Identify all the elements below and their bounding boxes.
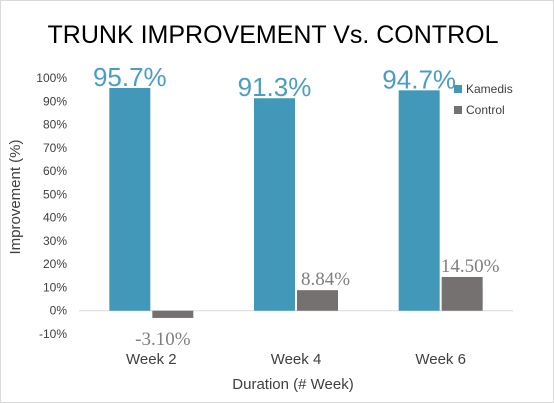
y-tick-label: 100% — [36, 71, 67, 85]
legend-label-control: Control — [466, 103, 505, 117]
x-category-label: Week 2 — [126, 351, 177, 368]
data-label-kamedis: 94.7% — [382, 64, 456, 94]
bar-control-week-6 — [441, 276, 483, 311]
y-axis-title: Improvement (%) — [7, 139, 24, 254]
legend-swatch-control — [454, 106, 462, 114]
data-label-control: -3.10% — [135, 329, 191, 350]
data-label-kamedis: 95.7% — [93, 62, 167, 92]
bar-kamedis-week-6 — [398, 90, 440, 311]
y-tick-label: 60% — [43, 164, 67, 178]
bar-control-week-4 — [297, 290, 338, 311]
bar-control-week-2 — [152, 310, 194, 318]
bar-kamedis-week-2 — [109, 88, 151, 311]
legend-swatch-kamedis — [454, 85, 462, 93]
y-tick-label: 20% — [43, 257, 67, 271]
y-tick-label: -10% — [39, 327, 67, 341]
y-tick-label: 10% — [43, 280, 67, 294]
y-tick-label: 80% — [43, 118, 67, 132]
x-axis-title: Duration (# Week) — [232, 376, 353, 393]
bars — [109, 88, 483, 318]
data-label-control: 14.50% — [441, 256, 500, 277]
y-tick-label: 0% — [50, 304, 68, 318]
y-tick-label: 90% — [43, 94, 67, 108]
legend-label-kamedis: Kamedis — [466, 82, 513, 96]
y-tick-label: 30% — [43, 234, 67, 248]
bar-kamedis-week-4 — [254, 98, 295, 311]
x-axis-categories: Week 2 Week 4 Week 6 — [126, 351, 466, 368]
chart-title: TRUNK IMPROVEMENT Vs. CONTROL — [48, 21, 499, 49]
x-category-label: Week 4 — [271, 351, 322, 368]
data-labels: 95.7% -3.10% 91.3% 8.84% 94.7% 14.50% — [93, 62, 500, 350]
legend: Kamedis Control — [454, 82, 513, 117]
y-axis-ticks: -10% 0% 10% 20% 30% 40% 50% 60% 70% 80% 90% 100% — [36, 71, 67, 341]
y-tick-label: 40% — [43, 211, 67, 225]
data-label-kamedis: 91.3% — [238, 72, 312, 102]
y-tick-label: 70% — [43, 141, 67, 155]
y-tick-label: 50% — [43, 187, 67, 201]
x-category-label: Week 6 — [415, 351, 466, 368]
data-label-control: 8.84% — [301, 269, 350, 290]
